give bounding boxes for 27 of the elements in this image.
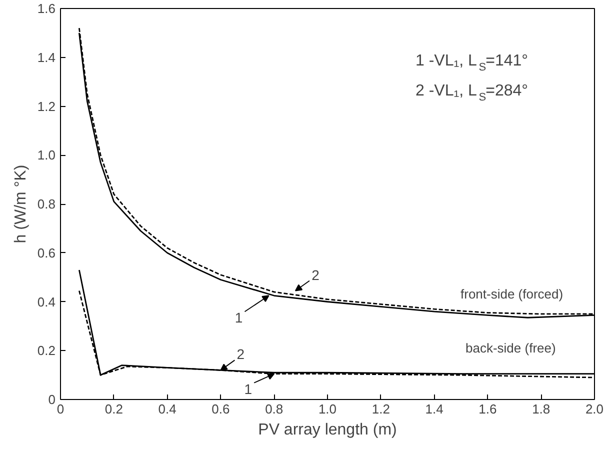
y-tick-label: 1.0	[37, 148, 56, 163]
x-tick-label: 1.8	[532, 402, 550, 416]
y-tick-label: 0.6	[37, 245, 56, 260]
y-tick-label: 0.4	[37, 294, 56, 310]
x-tick-label: 0.2	[104, 402, 123, 416]
y-tick-label: 1.6	[37, 1, 56, 16]
y-tick-label: 0.8	[37, 196, 56, 212]
x-tick-label: 1.0	[318, 402, 337, 416]
annotation: front-side (forced)	[460, 286, 564, 302]
x-tick-label: 1.6	[478, 402, 497, 416]
y-axis-title: h (W/m °K)	[12, 164, 30, 244]
x-tick-label: 1.4	[425, 402, 444, 416]
annotation: 2	[236, 346, 245, 362]
annotation: 1	[244, 380, 252, 397]
annotation: 2	[312, 266, 320, 283]
annotation: back-side (free)	[466, 340, 556, 356]
x-axis-title: PV array length (m)	[258, 422, 397, 438]
x-tick-label: 1.2	[372, 402, 390, 416]
y-tick-label: 1.2	[37, 98, 56, 114]
x-tick-label: 2.0	[585, 402, 604, 416]
y-tick-label: 1.4	[37, 50, 56, 65]
x-tick-label: 0.4	[158, 402, 176, 416]
x-tick-label: 0.8	[265, 402, 284, 416]
y-tick-label: 0	[48, 392, 56, 407]
annotation: 1	[234, 310, 243, 326]
y-tick-label: 0.2	[37, 343, 56, 358]
x-tick-label: 0.6	[212, 402, 230, 416]
